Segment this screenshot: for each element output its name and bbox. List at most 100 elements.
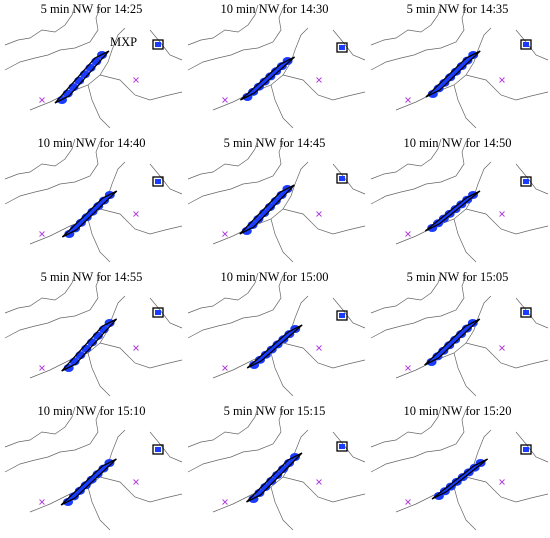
panel-title: 10 min NW for 14:30 xyxy=(220,2,328,16)
border-line xyxy=(187,7,284,71)
map-panel: 5 min NW for 14:35 xyxy=(370,2,549,129)
storm-cell xyxy=(278,335,289,344)
nowcast-contour xyxy=(61,318,118,372)
border-line xyxy=(99,342,183,369)
border-line xyxy=(370,275,467,339)
storm-cell xyxy=(284,330,295,339)
border-line xyxy=(99,208,183,235)
storm-cell xyxy=(523,42,529,47)
map-panel: 5 min NW for 15:15 xyxy=(187,404,366,531)
nowcast-contour xyxy=(246,452,303,503)
station-marker xyxy=(316,479,322,485)
border-line xyxy=(149,163,183,195)
border-line xyxy=(370,272,442,314)
station-marker xyxy=(405,231,411,237)
border-line xyxy=(187,275,284,339)
storm-cell xyxy=(155,447,161,452)
storm-cell xyxy=(265,72,276,81)
storm-cell xyxy=(339,45,345,50)
border-line xyxy=(370,141,467,205)
border-line xyxy=(332,163,366,195)
border-line xyxy=(87,84,111,129)
map-panel: 5 min NW for 14:25 MXP xyxy=(4,2,183,129)
airport-label: MXP xyxy=(110,35,137,49)
border-line xyxy=(282,208,366,235)
station-marker xyxy=(499,479,505,485)
map-panel: 10 min NW for 15:00 xyxy=(187,270,366,397)
border-line xyxy=(87,352,111,397)
station-marker xyxy=(222,97,228,103)
storm-cell xyxy=(271,67,282,76)
panel-title: 5 min NW for 14:25 xyxy=(41,2,143,16)
border-line xyxy=(149,297,183,329)
border-line xyxy=(453,84,477,129)
nowcast-contour xyxy=(61,190,118,238)
nowcast-contour xyxy=(520,307,532,318)
border-line xyxy=(465,208,549,235)
station-marker xyxy=(499,211,505,217)
station-marker xyxy=(133,211,139,217)
border-line xyxy=(453,352,477,397)
map-panel: 10 min NW for 15:10 xyxy=(4,404,183,531)
station-marker xyxy=(405,365,411,371)
border-line xyxy=(465,476,549,503)
panel-title: 5 min NW for 14:45 xyxy=(224,136,326,150)
nowcast-contour xyxy=(520,176,532,187)
map-panel: 10 min NW for 14:40 xyxy=(4,136,183,263)
map-panel: 10 min NW for 15:20 xyxy=(370,404,549,531)
nowcast-contour xyxy=(60,458,117,506)
border-line xyxy=(370,406,442,448)
border-line xyxy=(4,141,101,205)
nowcast-contour xyxy=(152,176,164,187)
nowcast-contour xyxy=(152,307,164,318)
map-panel: 10 min NW for 14:30 xyxy=(187,2,366,129)
station-marker xyxy=(222,499,228,505)
border-line xyxy=(332,297,366,329)
storm-cell xyxy=(272,340,283,349)
nowcast-contour xyxy=(336,310,348,321)
map-panel: 5 min NW for 14:45 xyxy=(187,136,366,263)
panel-title: 10 min NW for 14:50 xyxy=(403,136,511,150)
station-marker xyxy=(405,499,411,505)
border-line xyxy=(465,342,549,369)
storm-cell xyxy=(523,310,529,315)
border-line xyxy=(4,7,101,71)
storm-cell xyxy=(248,87,259,96)
border-line xyxy=(187,138,259,180)
border-line xyxy=(453,486,477,531)
border-line xyxy=(370,138,442,180)
border-line xyxy=(465,74,549,101)
map-panel: 5 min NW for 14:55 xyxy=(4,270,183,397)
border-line xyxy=(4,138,76,180)
station-marker xyxy=(222,365,228,371)
station-marker xyxy=(39,365,45,371)
border-line xyxy=(99,74,183,101)
border-line xyxy=(149,431,183,463)
border-line xyxy=(4,406,76,448)
nowcast-contour xyxy=(424,318,481,366)
border-line xyxy=(370,409,467,473)
storm-cell xyxy=(253,82,264,91)
panel-title: 5 min NW for 14:35 xyxy=(407,2,509,16)
border-line xyxy=(282,74,366,101)
border-line xyxy=(270,352,294,397)
border-line xyxy=(270,84,294,129)
station-marker xyxy=(133,77,139,83)
storm-cell xyxy=(339,313,345,318)
panel-title: 5 min NW for 15:15 xyxy=(224,404,326,418)
station-marker xyxy=(499,77,505,83)
border-line xyxy=(187,409,284,473)
panel-title: 10 min NW for 15:20 xyxy=(403,404,511,418)
nowcast-contour xyxy=(152,39,164,50)
station-marker xyxy=(405,97,411,103)
border-line xyxy=(87,486,111,531)
nowcast-contour xyxy=(431,458,489,500)
station-marker xyxy=(316,345,322,351)
station-marker xyxy=(39,97,45,103)
station-marker xyxy=(222,231,228,237)
border-line xyxy=(370,7,467,71)
border-line xyxy=(282,342,366,369)
border-line xyxy=(270,486,294,531)
panel-title: 5 min NW for 14:55 xyxy=(41,270,143,284)
